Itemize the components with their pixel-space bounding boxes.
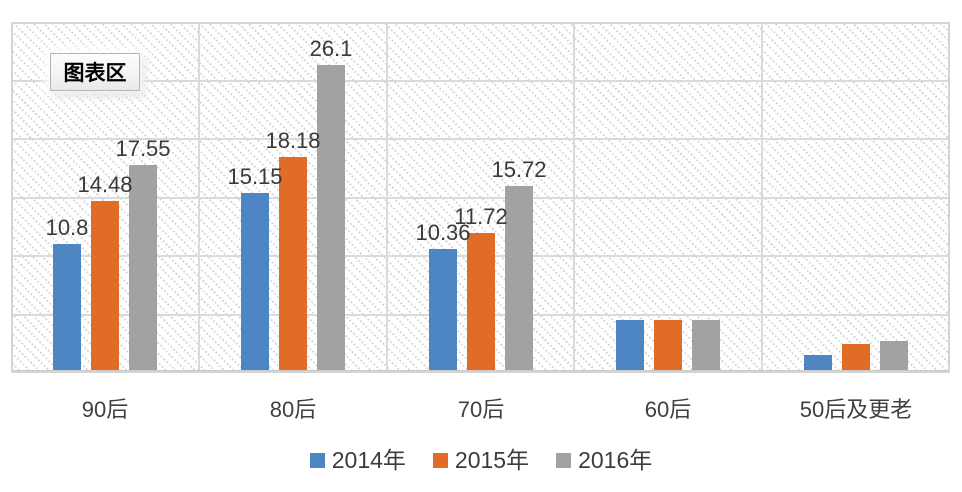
x-axis-line	[11, 370, 950, 373]
bar-2016年-50后及更老[interactable]	[880, 341, 908, 370]
data-label: 14.48	[77, 172, 133, 197]
bar-group-60后	[574, 22, 762, 370]
category-label-90后: 90后	[81, 397, 129, 422]
legend-swatch-icon	[309, 452, 325, 468]
bar-2015年-80后[interactable]: 18.18	[265, 130, 321, 370]
chart-area-tooltip-label: 图表区	[63, 62, 127, 85]
bar-2015年-50后及更老[interactable]	[842, 344, 870, 370]
legend-swatch-icon	[432, 452, 448, 468]
chart-area-tooltip: 图表区	[50, 53, 140, 91]
bar-group-70后: 10.36 11.72 15.72	[387, 22, 575, 370]
plot-area[interactable]: 10.8 14.48 17.55 15.15 18.18 26.1 10.36 11.72 15…	[11, 22, 950, 373]
data-label: 26.1	[309, 36, 353, 61]
gridline-vertical	[761, 22, 763, 373]
category-label-80后: 80后	[269, 397, 317, 422]
bar-2016年-90后[interactable]: 17.55	[115, 138, 171, 370]
data-label: 11.72	[454, 204, 508, 229]
bar-2015年-90后[interactable]: 14.48	[77, 174, 133, 370]
bar-2016年-70后[interactable]: 15.72	[491, 159, 547, 370]
bar-2016年-80后[interactable]: 26.1	[310, 38, 352, 370]
legend-label: 2014年	[331, 446, 406, 473]
bar-2016年-60后[interactable]	[692, 320, 720, 370]
data-label: 17.55	[115, 136, 171, 161]
data-label: 15.72	[491, 157, 547, 182]
bar-group-90后: 10.8 14.48 17.55	[11, 22, 199, 370]
legend-item-2016年[interactable]: 2016年	[556, 446, 653, 473]
data-label: 10.36	[415, 220, 471, 245]
legend-item-2015年[interactable]: 2015年	[432, 446, 530, 473]
gridline-horizontal	[11, 80, 950, 82]
data-label: 18.18	[265, 128, 321, 153]
gridline-vertical	[386, 22, 388, 373]
gridline-horizontal	[11, 197, 950, 199]
bar-2014年-60后[interactable]	[616, 320, 644, 370]
category-label-60后: 60后	[644, 397, 692, 422]
bar-group-80后: 15.15 18.18 26.1	[199, 22, 387, 370]
data-label: 15.15	[227, 164, 283, 189]
legend-swatch-icon	[556, 452, 572, 468]
bar-2015年-70后[interactable]: 11.72	[454, 206, 508, 370]
gridline-vertical	[198, 22, 200, 373]
gridline-vertical	[573, 22, 575, 373]
category-label-50后及更老: 50后及更老	[799, 397, 913, 422]
legend: 2014年 2015年 2016年	[0, 447, 962, 473]
legend-label: 2015年	[454, 446, 530, 473]
legend-label: 2016年	[578, 446, 653, 473]
bar-2014年-50后及更老[interactable]	[804, 355, 832, 370]
bar-2015年-60后[interactable]	[654, 320, 682, 370]
bar-2014年-90后[interactable]: 10.8	[46, 217, 88, 370]
bar-2014年-80后[interactable]: 15.15	[227, 166, 283, 370]
bar-2014年-70后[interactable]: 10.36	[415, 222, 471, 370]
gridline-horizontal	[11, 138, 950, 140]
data-label: 10.8	[45, 215, 89, 240]
category-label-70后: 70后	[457, 397, 505, 422]
legend-item-2014年[interactable]: 2014年	[309, 446, 406, 473]
bar-group-50后及更老	[762, 22, 950, 370]
